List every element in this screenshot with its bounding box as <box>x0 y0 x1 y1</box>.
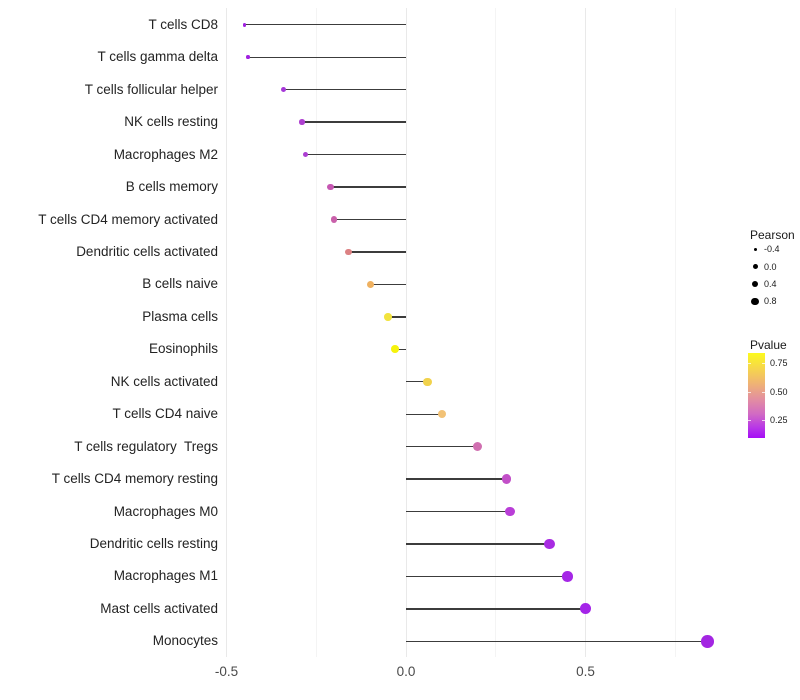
lollipop-dot <box>437 409 447 419</box>
legend-pearson-key-dot <box>751 280 759 287</box>
legend-pvalue-label: 0.50 <box>770 387 788 398</box>
gridline-minor <box>315 8 317 657</box>
lollipop-stem <box>406 510 511 513</box>
gridline-minor <box>495 8 497 657</box>
legend-pearson-key-label: 0.0 <box>764 261 777 272</box>
pvalue-gradient-tick <box>762 363 765 365</box>
lollipop-stem <box>244 24 406 26</box>
lollipop-stem <box>395 348 406 350</box>
legend-pearson-key-dot <box>752 264 758 270</box>
lollipop-dot <box>544 538 555 550</box>
pvalue-gradient-tick <box>748 392 751 394</box>
lollipop-dot <box>701 635 714 648</box>
category-label: T cells follicular helper <box>84 81 218 97</box>
lollipop-dot <box>562 571 573 582</box>
category-label: NK cells resting <box>124 114 218 130</box>
legend-pvalue-label: 0.75 <box>770 358 788 369</box>
lollipop-dot <box>501 474 512 484</box>
legend-pearson-key-label: 0.4 <box>764 278 777 289</box>
lollipop-stem <box>406 381 428 383</box>
gridline-major <box>226 8 227 657</box>
gridline-major <box>585 8 586 657</box>
lollipop-dot <box>302 151 309 158</box>
pvalue-gradient-tick <box>748 363 751 365</box>
pvalue-gradient-tick <box>762 420 765 422</box>
x-tick-label: 0.0 <box>396 664 416 679</box>
category-label: Macrophages M2 <box>113 146 218 162</box>
pvalue-gradient-tick <box>748 420 751 422</box>
legend-pearson-title: Pearson <box>750 228 795 242</box>
category-label: Eosinophils <box>148 341 218 357</box>
gridline-minor <box>674 8 676 657</box>
lollipop-dot <box>505 506 515 517</box>
lollipop-stem <box>334 218 406 221</box>
category-label: T cells CD4 memory activated <box>38 211 218 227</box>
pvalue-gradient-bar <box>748 353 765 438</box>
lollipop-stem <box>406 478 507 480</box>
category-label: Dendritic cells activated <box>76 243 218 259</box>
legend-pearson-key-dot <box>753 247 757 251</box>
lollipop-stem <box>388 316 406 318</box>
category-label: Dendritic cells resting <box>89 536 218 551</box>
category-label: B cells naive <box>142 276 218 292</box>
lollipop-dot <box>299 119 305 125</box>
category-label: Macrophages M1 <box>113 568 218 584</box>
lollipop-stem <box>406 608 586 610</box>
lollipop-dot <box>281 87 287 93</box>
category-label: T cells CD4 naive <box>112 406 218 422</box>
lollipop-dot <box>246 55 250 60</box>
lollipop-dot <box>391 345 400 354</box>
lollipop-dot <box>327 183 334 191</box>
lollipop-dot <box>366 280 374 288</box>
lollipop-dot <box>331 216 338 223</box>
category-label: T cells CD4 memory resting <box>51 471 218 487</box>
lollipop-stem <box>301 121 406 123</box>
lollipop-stem <box>406 640 708 643</box>
lollipop-stem <box>348 251 406 253</box>
lollipop-dot <box>473 442 483 452</box>
legend-pearson-key-dot <box>751 297 759 305</box>
lollipop-stem <box>406 445 478 448</box>
category-label: Plasma cells <box>142 308 218 324</box>
category-label: B cells memory <box>125 179 218 195</box>
legend-pvalue-title: Pvalue <box>750 338 787 352</box>
category-label: Macrophages M0 <box>113 503 218 519</box>
x-tick-label: 0.5 <box>576 664 595 679</box>
gridline-major <box>405 8 407 657</box>
category-label: NK cells activated <box>110 373 218 389</box>
lollipop-dot <box>423 377 432 386</box>
lollipop-stem <box>370 283 406 286</box>
category-label: Mast cells activated <box>100 600 218 616</box>
lollipop-stem <box>406 575 568 578</box>
category-label: T cells CD8 <box>148 16 218 32</box>
lollipop-dot <box>580 603 591 615</box>
lollipop-dot <box>345 248 352 256</box>
lollipop-stem <box>406 543 550 545</box>
category-label: T cells regulatory Tregs <box>74 438 218 454</box>
lollipop-stem <box>248 56 406 58</box>
pvalue-gradient-tick <box>762 392 765 394</box>
legend-pvalue-label: 0.25 <box>770 415 788 426</box>
lollipop-stem <box>330 186 406 188</box>
lollipop-stem <box>305 153 406 156</box>
lollipop-stem <box>283 89 406 91</box>
legend-pearson-key-label: 0.8 <box>764 296 777 307</box>
lollipop-dot <box>384 313 392 321</box>
lollipop-dot <box>242 23 247 27</box>
category-label: Monocytes <box>152 633 218 649</box>
category-label: T cells gamma delta <box>97 49 218 65</box>
x-tick-label: -0.5 <box>214 664 239 679</box>
lollipop-stem <box>406 413 442 415</box>
legend-pearson-key-label: -0.4 <box>764 244 780 255</box>
